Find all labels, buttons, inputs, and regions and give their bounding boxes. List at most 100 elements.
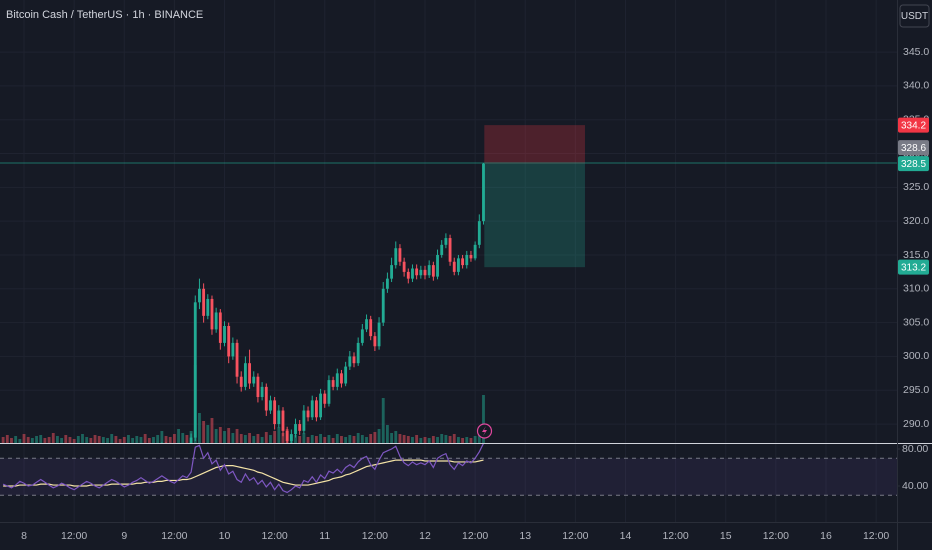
volume-bar bbox=[340, 436, 343, 443]
volume-bar bbox=[135, 436, 139, 443]
volume-bar bbox=[93, 435, 97, 443]
candle-body bbox=[335, 373, 339, 387]
volume-bar bbox=[431, 436, 435, 443]
price-badge bbox=[898, 117, 929, 133]
volume-bar bbox=[310, 435, 314, 443]
candle-body bbox=[385, 278, 389, 289]
volume-bar bbox=[101, 437, 105, 443]
candle-body bbox=[218, 312, 222, 343]
x-tick-label: 10 bbox=[219, 530, 231, 542]
candle-body bbox=[457, 258, 460, 272]
candle-body bbox=[423, 269, 427, 276]
volume-bar bbox=[5, 435, 9, 443]
volume-bar bbox=[235, 429, 239, 443]
volume-bar bbox=[465, 437, 469, 443]
candle-body bbox=[206, 298, 210, 316]
candle-body bbox=[227, 325, 231, 357]
candle-body bbox=[461, 258, 465, 266]
candle-body bbox=[302, 410, 306, 431]
candle-body bbox=[277, 410, 281, 425]
volume-bar bbox=[76, 436, 80, 443]
volume-bar bbox=[482, 395, 485, 443]
volume-bar bbox=[423, 437, 427, 443]
volume-bar bbox=[18, 439, 22, 443]
candle-body bbox=[452, 261, 456, 272]
volume-bar bbox=[202, 421, 206, 443]
candle-body bbox=[273, 400, 277, 425]
volume-bar bbox=[30, 438, 34, 443]
x-tick-label: 12:00 bbox=[562, 530, 588, 542]
volume-bar bbox=[131, 438, 135, 443]
volume-bar bbox=[118, 439, 122, 443]
candle-body bbox=[440, 244, 444, 255]
candle-body bbox=[289, 434, 293, 441]
candle-body bbox=[193, 302, 197, 438]
volume-bar bbox=[394, 431, 398, 443]
volume-bar bbox=[331, 438, 335, 443]
currency-button[interactable] bbox=[899, 4, 930, 28]
volume-bar bbox=[89, 438, 93, 443]
candle-body bbox=[381, 288, 385, 323]
candle-body bbox=[298, 424, 302, 431]
volume-bar bbox=[461, 438, 465, 443]
volume-bar bbox=[281, 433, 285, 443]
alert-icon[interactable] bbox=[476, 423, 493, 439]
volume-bar bbox=[323, 437, 327, 443]
candle-body bbox=[431, 265, 435, 277]
candle-body bbox=[406, 271, 410, 279]
price-badge-label: 328.5 bbox=[901, 159, 926, 170]
y-tick-label: 295.0 bbox=[903, 384, 929, 396]
candle-body bbox=[436, 254, 439, 277]
volume-bar bbox=[314, 436, 318, 443]
rsi-line bbox=[2, 444, 484, 494]
x-tick-label: 12:00 bbox=[763, 530, 789, 542]
volume-bar bbox=[127, 435, 130, 443]
volume-bar bbox=[147, 438, 151, 443]
volume-bar bbox=[436, 437, 439, 443]
candle-body bbox=[373, 336, 377, 347]
volume-bar bbox=[206, 425, 210, 443]
volume-bar bbox=[444, 435, 448, 443]
x-tick-label: 12:00 bbox=[863, 530, 889, 542]
candle-body bbox=[319, 393, 323, 418]
volume-bar bbox=[185, 435, 189, 443]
volume-bar bbox=[327, 435, 331, 443]
candle-body bbox=[202, 288, 206, 316]
candle-body bbox=[377, 322, 381, 347]
volume-bar bbox=[411, 437, 414, 443]
volume-bar bbox=[256, 434, 260, 443]
volume-bar bbox=[81, 434, 84, 443]
volume-bar bbox=[269, 435, 272, 443]
y-tick-label: 315.0 bbox=[903, 249, 929, 261]
candle-body bbox=[448, 238, 452, 262]
volume-bar bbox=[97, 436, 101, 443]
volume-bar bbox=[210, 418, 214, 443]
volume-bar bbox=[398, 434, 402, 443]
rsi-band bbox=[0, 458, 897, 496]
candle-body bbox=[469, 254, 473, 259]
volume-bar bbox=[214, 429, 218, 443]
rsi-tick-label: 40.00 bbox=[902, 480, 928, 492]
candle-body bbox=[398, 248, 402, 262]
volume-bar bbox=[427, 438, 431, 443]
volume-bar bbox=[43, 438, 47, 443]
volume-bar bbox=[56, 436, 59, 443]
price-badge-label: 328.6 bbox=[901, 143, 926, 154]
volume-bar bbox=[35, 436, 38, 443]
volume-bar bbox=[369, 434, 373, 443]
stop-zone bbox=[484, 125, 585, 164]
volume-bar bbox=[381, 398, 385, 443]
candle-body bbox=[260, 386, 264, 398]
candle-body bbox=[248, 363, 251, 384]
candle-body bbox=[323, 393, 327, 404]
volume-bar bbox=[302, 433, 306, 443]
volume-bar bbox=[14, 436, 18, 443]
candle-body bbox=[477, 221, 481, 245]
candle-body bbox=[482, 163, 485, 222]
volume-bar bbox=[1, 437, 5, 443]
volume-bar bbox=[319, 434, 323, 443]
candle-body bbox=[235, 342, 239, 377]
y-tick-label: 305.0 bbox=[903, 316, 929, 328]
volume-bar bbox=[223, 431, 226, 443]
